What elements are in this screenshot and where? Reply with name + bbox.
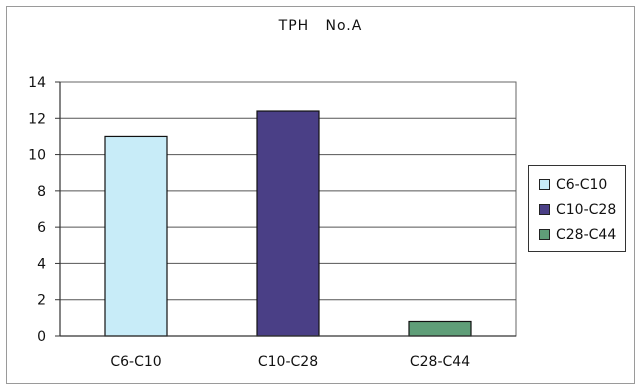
bar-c28-c44 bbox=[408, 320, 472, 337]
x-category-label: C28-C44 bbox=[410, 354, 470, 370]
y-tick-label: 6 bbox=[37, 220, 46, 236]
y-tick-label: 14 bbox=[28, 75, 46, 91]
y-tick-label: 2 bbox=[37, 293, 46, 309]
y-tick-label: 0 bbox=[37, 329, 46, 345]
x-category-label: C6-C10 bbox=[110, 354, 161, 370]
legend-swatch bbox=[539, 179, 550, 190]
legend-label: C28-C44 bbox=[556, 226, 617, 243]
bar-c10-c28 bbox=[256, 110, 320, 337]
legend-label: C10-C28 bbox=[556, 201, 617, 218]
chart-legend: C6-C10 C10-C28 C28-C44 bbox=[528, 165, 626, 252]
x-category-label: C10-C28 bbox=[258, 354, 318, 370]
legend-item-c28-c44: C28-C44 bbox=[539, 222, 625, 247]
legend-swatch bbox=[539, 204, 550, 215]
y-tick-label: 10 bbox=[28, 148, 46, 164]
y-tick-label: 4 bbox=[37, 256, 46, 272]
legend-label: C6-C10 bbox=[556, 176, 608, 193]
legend-swatch bbox=[539, 229, 550, 240]
legend-item-c10-c28: C10-C28 bbox=[539, 197, 625, 222]
legend-item-c6-c10: C6-C10 bbox=[539, 172, 625, 197]
bar-c6-c10 bbox=[104, 135, 168, 337]
y-tick-label: 12 bbox=[28, 111, 46, 127]
y-tick-label: 8 bbox=[37, 184, 46, 200]
chart-title: TPH No.A bbox=[278, 18, 363, 34]
